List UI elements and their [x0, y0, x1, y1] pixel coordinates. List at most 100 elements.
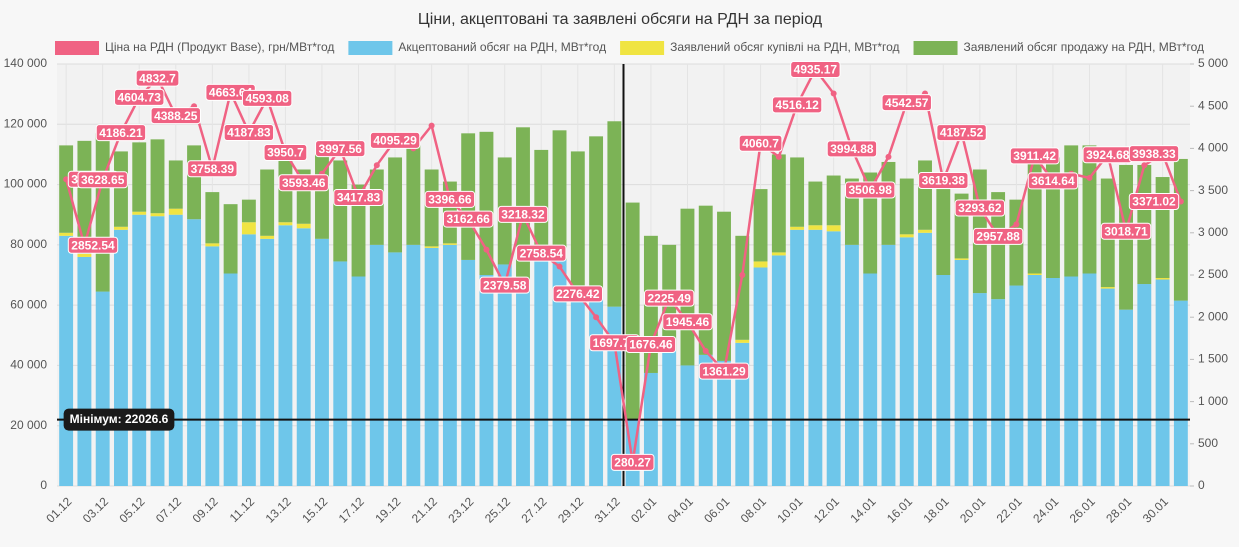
bar: [296, 228, 311, 486]
y-tick-label: 0: [40, 478, 47, 492]
price-point: [593, 314, 600, 321]
x-tick-label: 24.01: [1030, 494, 1061, 525]
price-point: [373, 162, 380, 169]
x-tick-label: 09.12: [190, 494, 221, 525]
data-label: 4604.73: [118, 91, 162, 105]
data-label: 1361.29: [702, 364, 746, 378]
annotation-bg: [63, 408, 175, 431]
annotation-label: Мінімум: 22026.6: [70, 412, 169, 426]
bar: [808, 181, 823, 226]
bar: [918, 229, 932, 233]
price-point: [483, 246, 490, 253]
x-tick-label: 19.12: [372, 494, 403, 525]
bar: [442, 243, 457, 245]
data-label: 3293.62: [958, 201, 1002, 215]
legend-label: Ціна на РДН (Продукт Base), грн/МВт*год: [105, 40, 334, 54]
data-label: 2957.88: [976, 230, 1020, 244]
data-label-group: 3614.64: [1027, 172, 1079, 190]
data-label-bg: [845, 181, 896, 199]
bar: [1009, 285, 1024, 486]
bar: [205, 192, 220, 244]
bar: [991, 192, 1006, 300]
bar: [333, 261, 348, 486]
bar: [406, 145, 421, 245]
bar: [296, 223, 311, 229]
data-label-group: 2852.54: [67, 236, 119, 254]
data-label-bg: [881, 94, 932, 112]
bar: [1155, 279, 1170, 486]
y2-tick-label: 4 500: [1198, 98, 1228, 112]
bar: [351, 276, 366, 486]
data-label-group: 3628.65: [77, 171, 128, 189]
bar: [717, 360, 731, 486]
bar: [918, 160, 932, 230]
bar: [132, 142, 147, 212]
data-label: 1945.46: [666, 315, 710, 329]
y2-tick-label: 2 000: [1198, 309, 1228, 323]
y2-tick-label: 4 000: [1198, 141, 1228, 155]
data-label-group: 3994.88: [826, 140, 878, 158]
bar: [552, 259, 567, 486]
bar: [351, 184, 366, 277]
bar: [114, 151, 128, 227]
bar: [333, 160, 348, 262]
bar: [972, 293, 987, 486]
legend-label: Заявлений обсяг продажу на РДН, МВт*год: [964, 40, 1205, 54]
data-label-bg: [698, 362, 750, 380]
data-label-bg: [241, 89, 293, 107]
x-tick-label: 02.01: [628, 494, 659, 525]
x-tick-label: 12.01: [811, 494, 842, 525]
data-label: 3938.33: [1132, 147, 1176, 161]
bar: [899, 178, 914, 235]
data-label: 4187.52: [940, 126, 984, 140]
bar: [991, 299, 1006, 486]
data-label-bg: [424, 190, 476, 208]
bar: [607, 306, 622, 486]
x-tick-label: 10.01: [774, 494, 805, 525]
bar: [205, 246, 220, 486]
data-label-bg: [972, 227, 1024, 245]
y2-tick-label: 1 500: [1198, 352, 1228, 366]
data-label-bg: [826, 140, 878, 158]
bar: [479, 275, 494, 486]
data-label-bg: [333, 189, 384, 207]
bar: [735, 339, 750, 343]
bar: [241, 222, 256, 235]
data-label-group: 3938.33: [1128, 145, 1180, 163]
price-point: [830, 90, 837, 97]
y-tick-label: 120 000: [4, 116, 48, 130]
bar: [132, 214, 147, 486]
bar: [77, 256, 92, 486]
bar: [369, 169, 384, 245]
legend-label: Заявлений обсяг купівлі на РДН, МВт*год: [670, 40, 899, 54]
data-label-group: 4060.7: [738, 134, 783, 152]
legend-swatch: [913, 41, 958, 55]
data-label-group: 4604.73: [114, 88, 165, 106]
price-point: [739, 272, 746, 278]
price-point: [775, 153, 782, 160]
data-label-group: 3218.32: [497, 205, 549, 223]
legend: Ціна на РДН (Продукт Base), грн/МВт*год А…: [55, 40, 1204, 55]
data-label-group: 4516.12: [771, 96, 823, 114]
bar: [918, 232, 932, 486]
data-label: 3417.83: [337, 191, 381, 205]
data-label: 1676.46: [629, 338, 673, 352]
bar: [1100, 287, 1115, 289]
data-label-group: 3018.71: [1100, 222, 1152, 240]
bar: [77, 253, 92, 257]
bar: [260, 169, 275, 236]
data-label-group: 2276.42: [552, 285, 604, 303]
bar: [954, 259, 969, 486]
bar: [1155, 177, 1170, 279]
bar: [680, 365, 695, 486]
data-label: 4516.12: [775, 98, 819, 112]
bar: [936, 189, 951, 275]
x-tick-label: 13.12: [263, 494, 294, 525]
data-label-bg: [479, 276, 530, 294]
data-label-group: 3162.66: [442, 210, 494, 228]
data-label: 3619.38: [922, 174, 966, 188]
bar: [168, 160, 183, 209]
bar: [424, 247, 439, 486]
data-label-bg: [497, 205, 549, 223]
